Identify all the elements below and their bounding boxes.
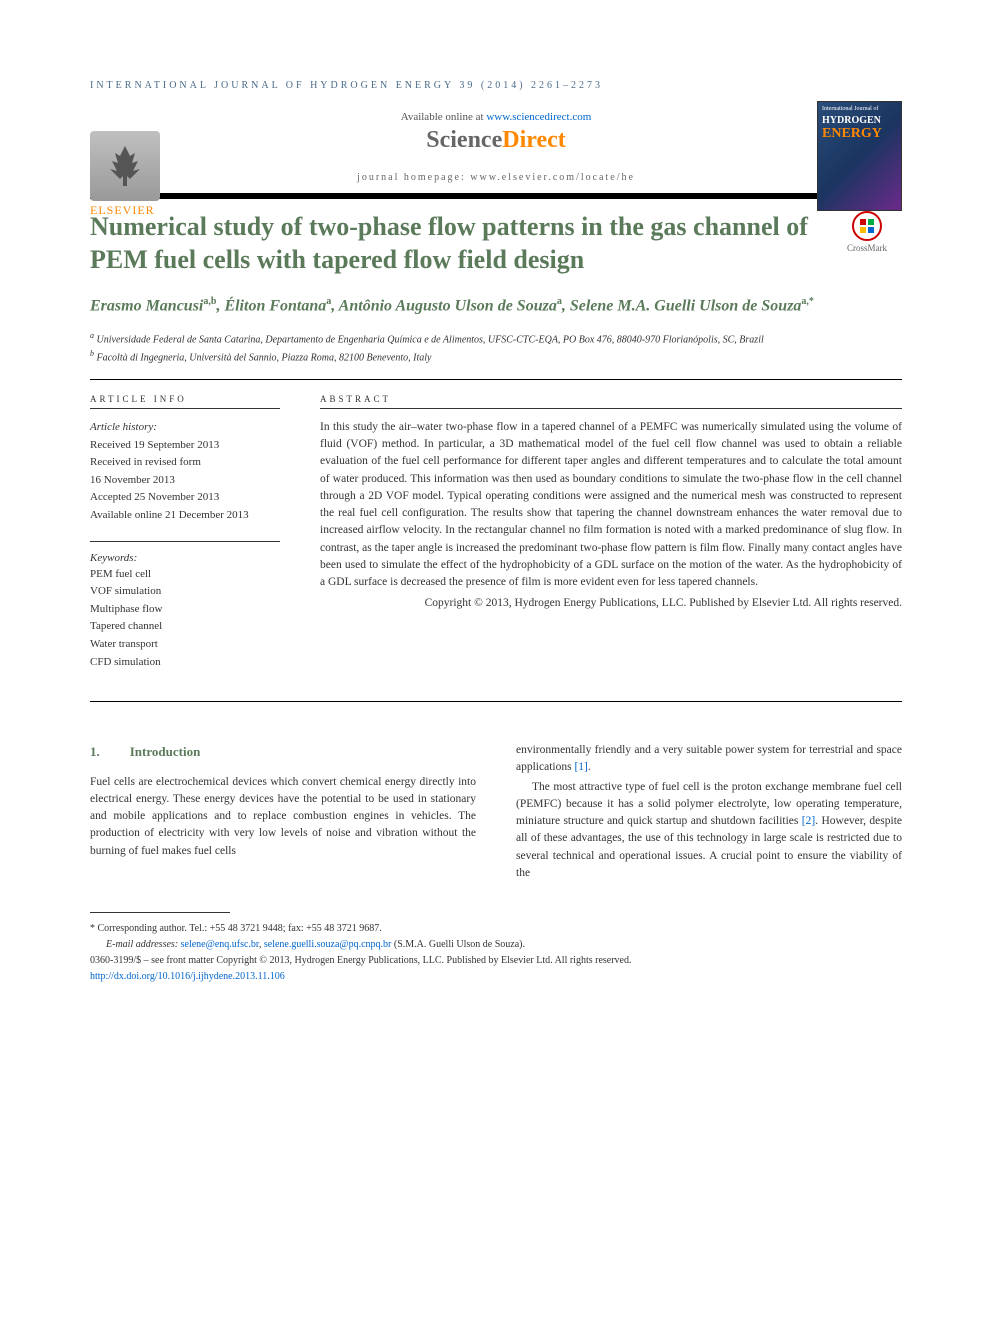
sciencedirect-logo[interactable]: ScienceDirect — [90, 127, 902, 154]
journal-homepage: journal homepage: www.elsevier.com/locat… — [90, 172, 902, 183]
intro-title: Introduction — [130, 744, 201, 759]
revised-date: 16 November 2013 — [90, 472, 280, 490]
author-3: Antônio Augusto Ulson de Souza — [339, 297, 557, 314]
intro-para-3: The most attractive type of fuel cell is… — [516, 779, 902, 883]
sd-science: Science — [426, 127, 502, 153]
keyword: Water transport — [90, 636, 280, 654]
authors: Erasmo Mancusia,b, Éliton Fontanaa, Antô… — [90, 294, 902, 318]
intro-num: 1. — [90, 744, 100, 759]
cover-title-2: ENERGY — [822, 126, 897, 142]
affiliation-b: Facoltà di Ingegneria, Università del Sa… — [97, 352, 432, 363]
crossmark-badge[interactable]: CrossMark — [832, 211, 902, 253]
intro-para-1: Fuel cells are electrochemical devices w… — [90, 774, 476, 860]
elsevier-logo[interactable]: ELSEVIER — [90, 131, 170, 218]
header-section: ELSEVIER International Journal of HYDROG… — [90, 111, 902, 183]
divider — [90, 379, 902, 380]
received-date: Received 19 September 2013 — [90, 437, 280, 455]
keyword: Tapered channel — [90, 618, 280, 636]
intro-heading: 1. Introduction — [90, 742, 476, 762]
copyright: Copyright © 2013, Hydrogen Energy Public… — [320, 595, 902, 612]
divider-bar — [90, 193, 902, 199]
keyword: Multiphase flow — [90, 601, 280, 619]
revised-label: Received in revised form — [90, 454, 280, 472]
corresponding-author: * Corresponding author. Tel.: +55 48 372… — [90, 921, 902, 937]
email-line: E-mail addresses: selene@enq.ufsc.br, se… — [90, 937, 902, 953]
article-info-head: ARTICLE INFO — [90, 394, 280, 409]
abstract-text: In this study the air–water two-phase fl… — [320, 419, 902, 592]
sciencedirect-link[interactable]: www.sciencedirect.com — [486, 111, 591, 123]
doi-link[interactable]: http://dx.doi.org/10.1016/j.ijhydene.201… — [90, 971, 285, 982]
history-label: Article history: — [90, 419, 280, 437]
cover-subtitle: International Journal of — [822, 106, 897, 113]
keyword: CFD simulation — [90, 654, 280, 672]
author-2-aff: a — [326, 296, 331, 307]
crossmark-icon — [852, 211, 882, 241]
accepted-date: Accepted 25 November 2013 — [90, 489, 280, 507]
author-4-aff: a,* — [801, 296, 814, 307]
affiliations: a Universidade Federal de Santa Catarina… — [90, 330, 902, 365]
journal-reference: INTERNATIONAL JOURNAL OF HYDROGEN ENERGY… — [90, 80, 902, 91]
online-date: Available online 21 December 2013 — [90, 507, 280, 525]
keyword: VOF simulation — [90, 583, 280, 601]
footer: * Corresponding author. Tel.: +55 48 372… — [90, 921, 902, 985]
ref-link-1[interactable]: [1] — [574, 761, 587, 773]
footer-divider — [90, 912, 230, 913]
article-info: ARTICLE INFO Article history: Received 1… — [90, 394, 280, 671]
keyword: PEM fuel cell — [90, 566, 280, 584]
cover-title-1: HYDROGEN — [822, 115, 897, 126]
email-link-1[interactable]: selene@enq.ufsc.br — [181, 939, 259, 950]
body-col-left: 1. Introduction Fuel cells are electroche… — [90, 742, 476, 882]
keywords-label: Keywords: — [90, 552, 280, 564]
available-text: Available online at — [401, 111, 487, 123]
sd-direct: Direct — [502, 127, 566, 153]
body-columns: 1. Introduction Fuel cells are electroche… — [90, 742, 902, 882]
elsevier-tree-icon — [90, 131, 160, 201]
elsevier-text: ELSEVIER — [90, 203, 170, 218]
keywords-list: PEM fuel cell VOF simulation Multiphase … — [90, 566, 280, 672]
crossmark-label: CrossMark — [847, 243, 887, 253]
issn-line: 0360-3199/$ – see front matter Copyright… — [90, 953, 902, 969]
available-online: Available online at www.sciencedirect.co… — [90, 111, 902, 123]
divider — [90, 701, 902, 702]
abstract-section: ABSTRACT In this study the air–water two… — [320, 394, 902, 671]
author-2: Éliton Fontana — [224, 297, 326, 314]
author-1-aff: a,b — [203, 296, 216, 307]
intro-para-2: environmentally friendly and a very suit… — [516, 742, 902, 777]
keywords-divider — [90, 541, 280, 542]
author-3-aff: a — [557, 296, 562, 307]
email-name: (S.M.A. Guelli Ulson de Souza). — [391, 939, 525, 950]
journal-cover[interactable]: International Journal of HYDROGEN ENERGY — [817, 101, 902, 211]
email-link-2[interactable]: selene.guelli.souza@pq.cnpq.br — [264, 939, 392, 950]
author-1: Erasmo Mancusi — [90, 297, 203, 314]
ref-link-2[interactable]: [2] — [802, 815, 815, 827]
body-col-right: environmentally friendly and a very suit… — [516, 742, 902, 882]
affiliation-a: Universidade Federal de Santa Catarina, … — [97, 335, 764, 346]
abstract-head: ABSTRACT — [320, 394, 902, 409]
author-4: Selene M.A. Guelli Ulson de Souza — [570, 297, 802, 314]
email-label: E-mail addresses: — [106, 939, 181, 950]
text: . — [588, 761, 591, 773]
article-title: Numerical study of two-phase flow patter… — [90, 211, 812, 276]
